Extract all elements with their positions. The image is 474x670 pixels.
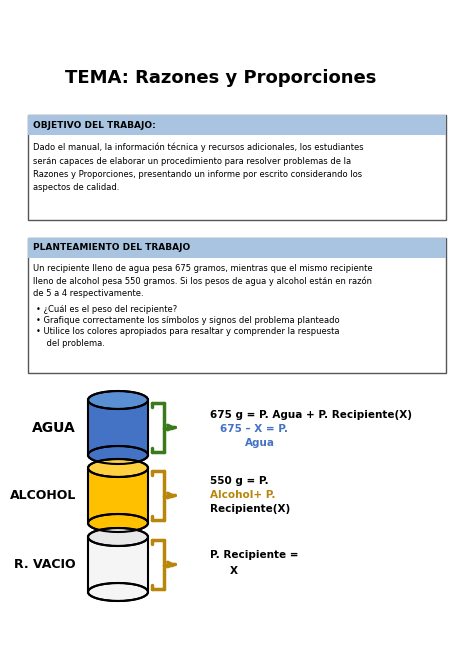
Bar bbox=[28, 238, 446, 258]
Ellipse shape bbox=[88, 528, 148, 546]
Bar bbox=[28, 238, 446, 373]
Text: de 5 a 4 respectivamente.: de 5 a 4 respectivamente. bbox=[33, 289, 144, 298]
Bar bbox=[88, 537, 148, 592]
Text: ALCOHOL: ALCOHOL bbox=[9, 489, 76, 502]
Text: del problema.: del problema. bbox=[36, 339, 105, 348]
Ellipse shape bbox=[88, 446, 148, 464]
Text: Alcohol+ P.: Alcohol+ P. bbox=[210, 490, 275, 500]
Text: Agua: Agua bbox=[245, 438, 275, 448]
Bar bbox=[88, 400, 148, 455]
Text: X: X bbox=[230, 565, 238, 576]
Text: Razones y Proporciones, presentando un informe por escrito considerando los: Razones y Proporciones, presentando un i… bbox=[33, 170, 362, 179]
Ellipse shape bbox=[88, 391, 148, 409]
Text: • Utilice los colores apropiados para resaltar y comprender la respuesta: • Utilice los colores apropiados para re… bbox=[36, 328, 339, 336]
Text: PLANTEAMIENTO DEL TRABAJO: PLANTEAMIENTO DEL TRABAJO bbox=[33, 243, 190, 253]
Text: lleno de alcohol pesa 550 gramos. Si los pesos de agua y alcohol están en razón: lleno de alcohol pesa 550 gramos. Si los… bbox=[33, 277, 372, 286]
Text: serán capaces de elaborar un procedimiento para resolver problemas de la: serán capaces de elaborar un procedimien… bbox=[33, 157, 351, 165]
Text: OBJETIVO DEL TRABAJO:: OBJETIVO DEL TRABAJO: bbox=[33, 121, 156, 129]
Ellipse shape bbox=[88, 514, 148, 532]
Bar bbox=[88, 468, 148, 523]
Bar bbox=[28, 115, 446, 220]
Text: • Grafique correctamente los símbolos y signos del problema planteado: • Grafique correctamente los símbolos y … bbox=[36, 316, 340, 325]
Text: R. VACIO: R. VACIO bbox=[14, 558, 76, 571]
Ellipse shape bbox=[88, 583, 148, 601]
Text: Un recipiente lleno de agua pesa 675 gramos, mientras que el mismo recipiente: Un recipiente lleno de agua pesa 675 gra… bbox=[33, 264, 373, 273]
Text: Dado el manual, la información técnica y recursos adicionales, los estudiantes: Dado el manual, la información técnica y… bbox=[33, 143, 364, 153]
Text: Recipiente(X): Recipiente(X) bbox=[210, 505, 290, 515]
Text: 550 g = P.: 550 g = P. bbox=[210, 476, 269, 486]
Text: 675 g = P. Agua + P. Recipiente(X): 675 g = P. Agua + P. Recipiente(X) bbox=[210, 411, 412, 421]
Text: P. Recipiente =: P. Recipiente = bbox=[210, 549, 299, 559]
Ellipse shape bbox=[88, 459, 148, 477]
Bar bbox=[28, 115, 446, 135]
Text: • ¿Cuál es el peso del recipiente?: • ¿Cuál es el peso del recipiente? bbox=[36, 304, 177, 314]
Text: AGUA: AGUA bbox=[32, 421, 76, 435]
Text: aspectos de calidad.: aspectos de calidad. bbox=[33, 184, 119, 192]
Text: TEMA: Razones y Proporciones: TEMA: Razones y Proporciones bbox=[65, 69, 376, 87]
Text: 675 – X = P.: 675 – X = P. bbox=[220, 425, 288, 435]
